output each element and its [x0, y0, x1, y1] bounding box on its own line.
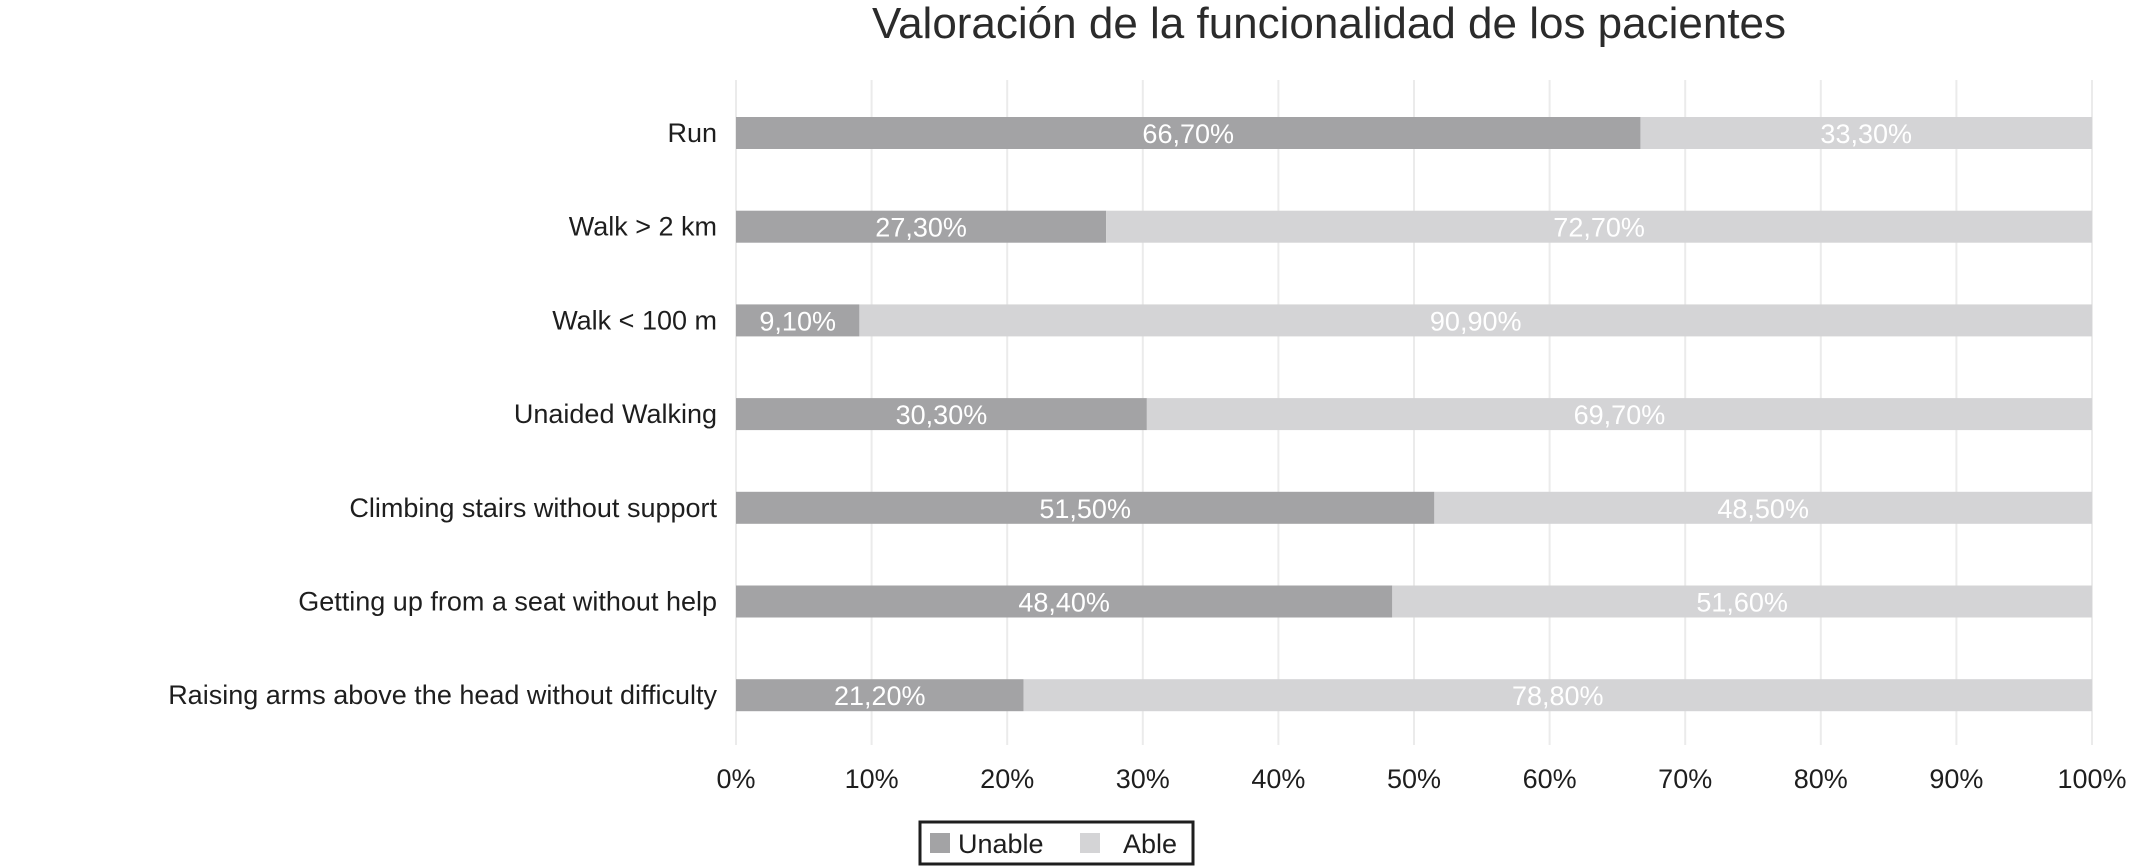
x-tick-label: 50% [1387, 764, 1441, 794]
category-label: Walk > 2 km [569, 212, 717, 242]
data-label: 21,20% [834, 681, 926, 711]
data-labels: 66,70% 33,30% 27,30% 72,70% 9,10% 90,90% 30,30… [759, 119, 1912, 711]
x-axis-ticks: 0% 10% 20% 30% 40% 50% 60% 70% 80% 90% 100% [716, 764, 2126, 794]
legend-frame [918, 820, 1195, 866]
x-tick-label: 80% [1794, 764, 1848, 794]
bar-unable [736, 491, 1435, 524]
bar-unable [736, 117, 1641, 149]
x-tick-label: 10% [845, 764, 899, 794]
data-label: 48,50% [1717, 494, 1809, 524]
bar-able [1146, 398, 2092, 431]
bar-unable [736, 398, 1147, 431]
legend-swatch-unable [930, 833, 950, 853]
category-label: Unaided Walking [514, 399, 717, 429]
bars [736, 117, 2093, 712]
bar-able [1434, 491, 2092, 524]
x-tick-label: 90% [1929, 764, 1983, 794]
chart-title: Valoración de la funcionalidad de los pa… [872, 0, 1786, 48]
bar-able [1640, 117, 2092, 149]
category-label: Walk < 100 m [552, 305, 717, 335]
bar-unable [736, 679, 1024, 712]
category-label: Run [667, 118, 717, 148]
bar-able [859, 304, 2092, 337]
legend-label-unable: Unable [958, 829, 1044, 859]
legend: Unable Able [918, 820, 1195, 866]
bar-able [1106, 210, 2092, 243]
data-label: 9,10% [759, 306, 836, 336]
data-label: 72,70% [1553, 213, 1645, 243]
bar-unable [736, 585, 1393, 618]
category-label: Getting up from a seat without help [298, 587, 717, 617]
x-tick-label: 60% [1523, 764, 1577, 794]
legend-swatch-able [1080, 833, 1100, 853]
x-tick-label: 70% [1658, 764, 1712, 794]
data-label: 33,30% [1820, 119, 1912, 149]
x-tick-label: 30% [1116, 764, 1170, 794]
data-label: 51,50% [1039, 494, 1131, 524]
bar-able [1023, 679, 2093, 712]
bar-unable [736, 304, 860, 337]
data-label: 69,70% [1574, 400, 1666, 430]
legend-label-able: Able [1123, 829, 1177, 859]
bar-able [1392, 585, 2092, 618]
bar-unable [736, 210, 1107, 243]
category-label: Raising arms above the head without diff… [168, 680, 717, 710]
data-label: 78,80% [1512, 681, 1604, 711]
data-label: 30,30% [896, 400, 988, 430]
category-labels: Run Walk > 2 km Walk < 100 m Unaided Walkin… [168, 118, 717, 710]
data-label: 51,60% [1696, 588, 1788, 618]
x-tick-label: 0% [716, 764, 755, 794]
x-tick-label: 40% [1251, 764, 1305, 794]
x-tick-label: 20% [980, 764, 1034, 794]
data-label: 27,30% [875, 213, 967, 243]
category-label: Climbing stairs without support [349, 493, 717, 523]
data-label: 90,90% [1430, 306, 1522, 336]
data-label: 66,70% [1142, 119, 1234, 149]
data-label: 48,40% [1018, 588, 1110, 618]
x-tick-label: 100% [2057, 764, 2126, 794]
